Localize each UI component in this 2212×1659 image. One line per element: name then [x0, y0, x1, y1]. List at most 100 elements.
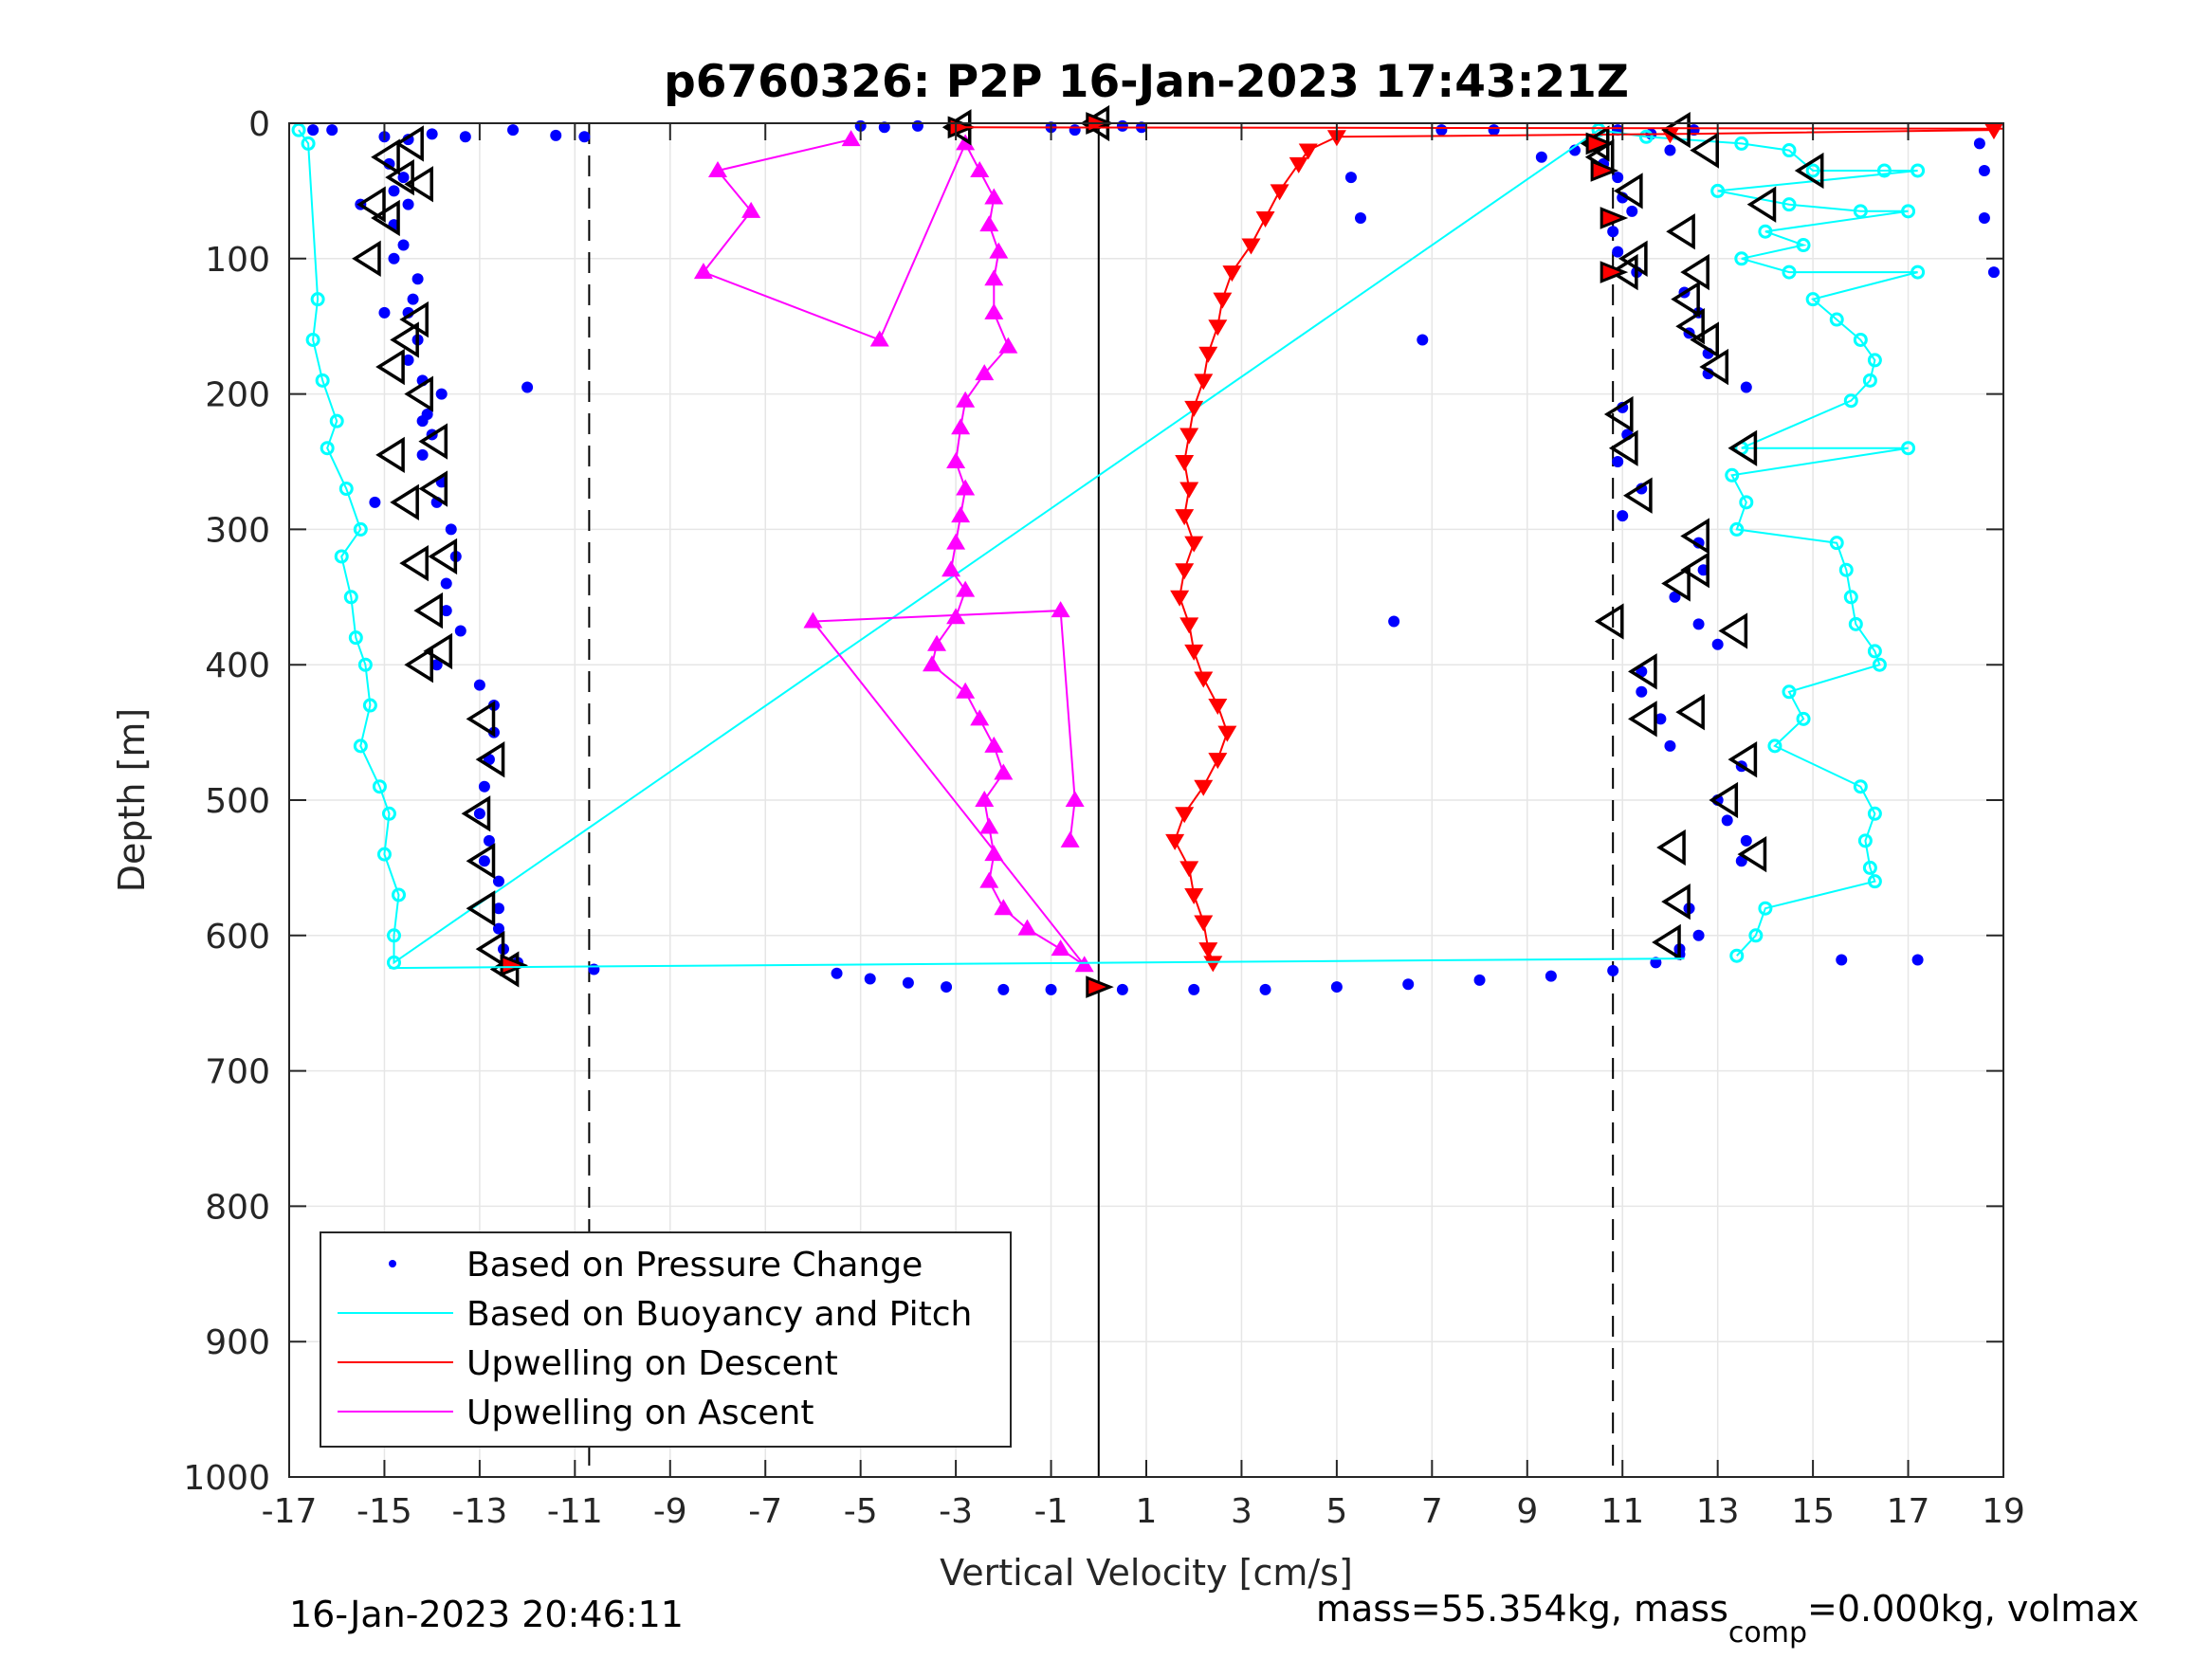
- buoyancy-point: [1901, 204, 1916, 219]
- buoyancy-point: [315, 373, 330, 388]
- ascent-point: [841, 130, 861, 147]
- turn-point: [466, 843, 496, 880]
- descent-point: [1194, 374, 1214, 391]
- turn-point: [1709, 781, 1739, 819]
- ascent-point: [979, 871, 999, 888]
- turn-point: [404, 375, 433, 412]
- pressure-point: [831, 967, 843, 979]
- pressure-point: [1664, 739, 1676, 752]
- turn-point: [1699, 348, 1729, 386]
- pressure-point: [478, 855, 490, 867]
- descent-point: [1184, 644, 1204, 661]
- turn-point: [1623, 477, 1653, 514]
- buoyancy-point: [376, 847, 392, 862]
- pressure-point: [445, 523, 457, 536]
- turn-point: [404, 647, 433, 684]
- x-tick-label: -17: [262, 1492, 318, 1531]
- x-tick-label: -1: [1034, 1492, 1069, 1531]
- turn-point: [371, 138, 400, 175]
- buoyancy-point: [1853, 779, 1868, 794]
- turn-point: [418, 423, 448, 460]
- buoyancy-point: [1734, 251, 1749, 266]
- buoyancy-point: [310, 292, 325, 307]
- pressure-point: [454, 625, 466, 637]
- turn-point: [1794, 152, 1824, 190]
- pressure-point: [1612, 246, 1624, 258]
- pressure-point: [1116, 119, 1128, 132]
- marked-point: [1590, 159, 1619, 182]
- ascent-point: [1060, 830, 1080, 848]
- buoyancy-point: [1782, 684, 1797, 700]
- marked-point: [1086, 975, 1114, 998]
- y-axis-label: Depth [m]: [111, 708, 153, 893]
- ascent-point: [941, 560, 961, 577]
- pressure-point: [1740, 834, 1752, 847]
- ascent-point: [989, 242, 1009, 259]
- turn-point: [1618, 240, 1648, 277]
- pressure-point: [1836, 954, 1848, 966]
- ascent-point: [927, 634, 947, 651]
- turn-point: [1628, 701, 1657, 738]
- descent-point: [1298, 143, 1318, 160]
- legend-label-ascent: Upwelling on Ascent: [466, 1394, 814, 1432]
- pressure-point: [1612, 456, 1624, 467]
- x-tick-label: -3: [939, 1492, 973, 1531]
- y-tick-label: 700: [205, 1053, 270, 1092]
- pressure-point: [1617, 510, 1629, 522]
- descent-point: [1165, 833, 1185, 850]
- buoyancy-point: [1862, 373, 1877, 388]
- turn-point: [1594, 603, 1624, 640]
- buoyancy-point: [1901, 441, 1916, 456]
- buoyancy-point: [1729, 521, 1745, 537]
- buoyancy-point: [1782, 143, 1797, 158]
- marked-point: [1600, 261, 1629, 283]
- pressure-point: [407, 293, 419, 305]
- buoyancy-point: [1734, 136, 1749, 151]
- ascent-point: [951, 506, 971, 523]
- pressure-point: [1692, 618, 1705, 630]
- ascent-point: [1051, 601, 1070, 618]
- x-tick-label: 11: [1600, 1492, 1644, 1531]
- pressure-point: [1417, 334, 1429, 346]
- pressure-point: [473, 808, 485, 820]
- ascent-point: [741, 201, 761, 218]
- footer-mass-b: =0.000kg, volmax: [1807, 1588, 2139, 1630]
- pressure-point: [435, 388, 448, 400]
- pressure-point: [1116, 983, 1128, 995]
- pressure-point: [588, 963, 600, 975]
- buoyancy-point: [362, 698, 377, 713]
- pressure-point: [430, 659, 443, 671]
- descent-point: [1203, 956, 1223, 973]
- pressure-point: [1488, 124, 1500, 137]
- turn-point: [1671, 281, 1700, 318]
- y-tick-label: 900: [205, 1323, 270, 1362]
- x-tick-label: -11: [547, 1492, 603, 1531]
- ascent-point: [956, 134, 976, 151]
- pressure-point: [1473, 974, 1486, 986]
- turn-point: [1628, 653, 1657, 690]
- turn-point: [352, 240, 381, 277]
- pressure-point: [1654, 713, 1667, 725]
- ascent-point: [975, 791, 995, 807]
- buoyancy-point: [1725, 467, 1740, 483]
- descent-point: [1217, 725, 1237, 742]
- y-tick-label: 500: [205, 782, 270, 821]
- pressure-point: [1692, 929, 1705, 941]
- descent-point: [1194, 671, 1214, 688]
- pressure-point: [388, 252, 400, 264]
- ascent-point: [984, 736, 1004, 753]
- buoyancy-point: [1729, 948, 1745, 963]
- turn-point: [461, 795, 491, 832]
- ascent-point: [975, 364, 995, 381]
- pressure-point: [1978, 211, 1990, 224]
- y-tick-label: 200: [205, 376, 270, 415]
- turn-connectors: [389, 126, 2004, 970]
- buoyancy-point: [386, 928, 401, 943]
- descent-point: [1170, 590, 1190, 607]
- y-axis-ticks: 0 100 200 300 400 500 600 700 800 900 1000: [183, 105, 2003, 1498]
- turn-point: [423, 632, 453, 670]
- ascent-point: [984, 302, 1004, 319]
- y-tick-label: 100: [205, 241, 270, 280]
- buoyancy-point: [1843, 393, 1858, 409]
- pressure-point: [440, 605, 452, 617]
